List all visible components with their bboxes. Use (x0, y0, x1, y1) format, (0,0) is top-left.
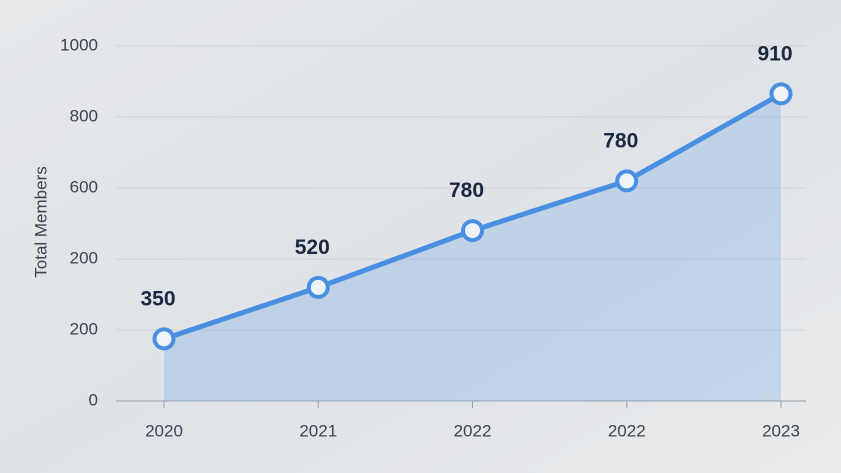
point-label: 780 (449, 179, 484, 202)
y-tick-label: 0 (89, 390, 98, 409)
y-axis-label: Total Members (31, 166, 50, 277)
point (152, 327, 176, 351)
x-tick-label: 2022 (454, 421, 492, 440)
y-tick-label: 800 (70, 106, 98, 125)
point (615, 169, 639, 193)
point (306, 275, 330, 299)
point-label: 910 (757, 42, 792, 65)
y-tick-label: 1000 (60, 35, 98, 54)
point-label: 520 (295, 236, 330, 259)
y-tick-label: 600 (70, 177, 98, 196)
area (164, 93, 781, 402)
point-label: 350 (140, 287, 175, 310)
point (769, 82, 793, 106)
x-tick-label: 2023 (762, 421, 800, 440)
y-tick-label: 200 (70, 319, 98, 338)
y-tick-label: 200 (70, 248, 98, 267)
x-tick-label: 2021 (299, 421, 337, 440)
point-label: 780 (603, 129, 638, 152)
point (461, 219, 484, 243)
x-tick-label: 2022 (608, 421, 646, 440)
x-tick-label: 2020 (145, 421, 183, 440)
